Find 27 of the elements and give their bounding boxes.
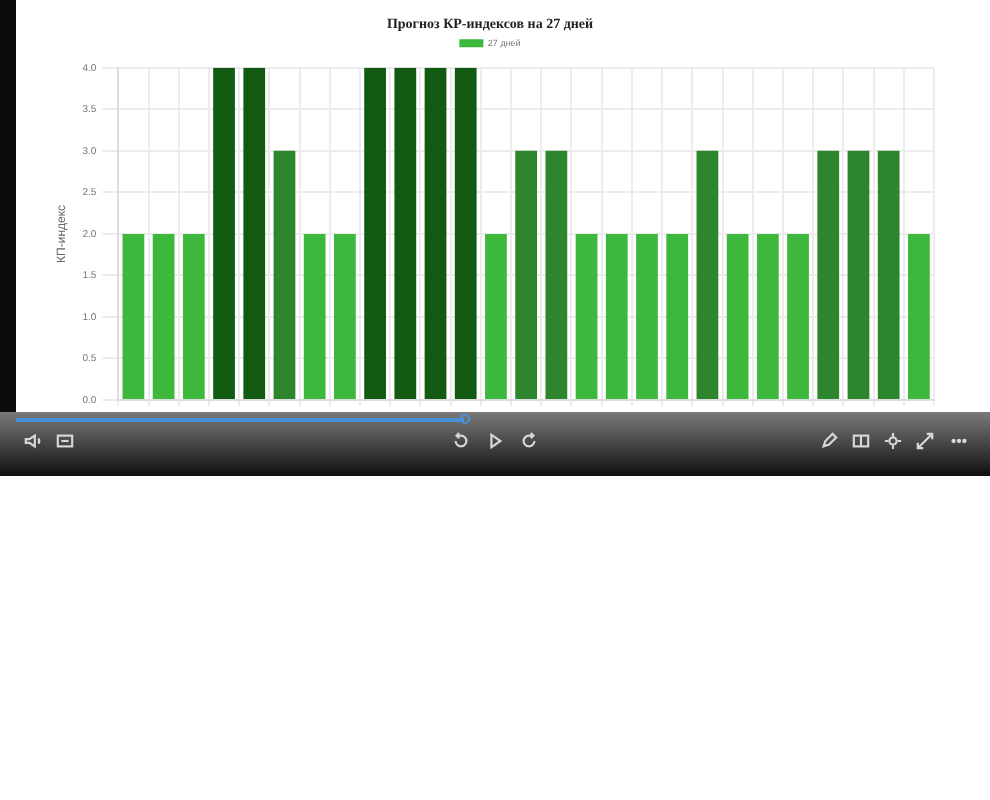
bar [666, 233, 689, 399]
bar [273, 150, 296, 399]
bar [545, 150, 568, 399]
bar [364, 67, 386, 399]
bar [817, 150, 840, 399]
bar [515, 150, 538, 399]
bar [303, 233, 326, 399]
bar [122, 233, 145, 399]
bar [787, 233, 809, 399]
bar [847, 150, 870, 399]
bar [696, 150, 719, 399]
bar [182, 233, 205, 399]
bar [605, 233, 628, 399]
bar [908, 233, 930, 399]
bar [213, 67, 235, 399]
bar [454, 67, 477, 399]
bar [152, 233, 175, 399]
bar [726, 233, 749, 399]
bar [636, 233, 658, 399]
bar [394, 67, 417, 399]
bar [334, 233, 356, 399]
bar [756, 233, 779, 399]
bar [575, 233, 598, 399]
bar [243, 67, 266, 399]
bar [424, 67, 447, 399]
bar [877, 150, 900, 399]
bar [485, 233, 507, 399]
